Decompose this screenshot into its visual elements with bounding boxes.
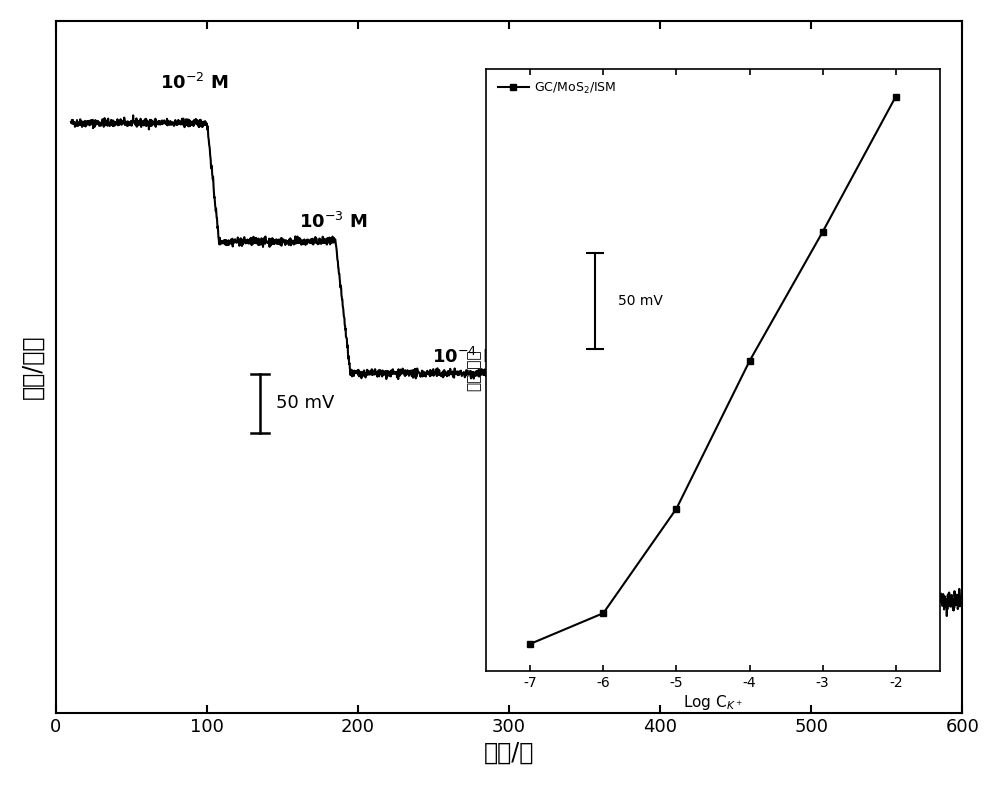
X-axis label: 时间/秒: 时间/秒 bbox=[484, 741, 534, 765]
Text: 10$^{-2}$ M: 10$^{-2}$ M bbox=[160, 73, 229, 94]
Text: 10$^{-6}$ M: 10$^{-6}$ M bbox=[707, 544, 775, 564]
Text: 10$^{-5}$ M: 10$^{-5}$ M bbox=[573, 454, 641, 474]
Y-axis label: 电位/毫伏: 电位/毫伏 bbox=[21, 335, 45, 399]
Text: 10$^{-3}$ M: 10$^{-3}$ M bbox=[299, 211, 368, 232]
Text: 10$^{-7}$ M: 10$^{-7}$ M bbox=[853, 558, 922, 578]
Text: 50 mV: 50 mV bbox=[276, 394, 335, 412]
Text: 10$^{-4}$ M: 10$^{-4}$ M bbox=[432, 347, 501, 367]
